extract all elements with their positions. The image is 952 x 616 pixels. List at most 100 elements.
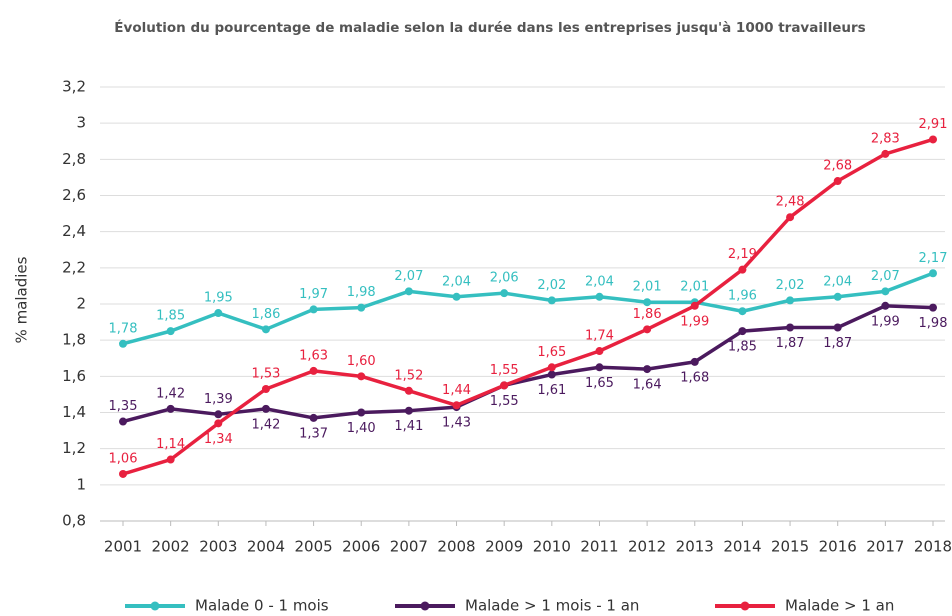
x-tick-label: 2004 — [247, 538, 285, 556]
data-label: 1,85 — [156, 309, 185, 324]
data-label: 1,40 — [347, 421, 376, 436]
x-tick-label: 2006 — [342, 538, 380, 556]
y-tick-label: 2,6 — [62, 186, 86, 204]
data-label: 1,60 — [347, 354, 376, 369]
y-tick-label: 2,8 — [62, 150, 86, 168]
y-tick-label: 2,4 — [62, 222, 86, 240]
data-label: 1,78 — [109, 321, 138, 336]
point — [833, 292, 842, 301]
point — [881, 287, 890, 296]
y-axis-label: % maladies — [13, 256, 31, 343]
point — [404, 386, 413, 395]
point — [214, 419, 223, 428]
data-label: 2,04 — [585, 274, 614, 289]
x-tick-label: 2017 — [866, 538, 904, 556]
data-label: 1,87 — [823, 336, 852, 351]
point — [500, 289, 509, 298]
point — [357, 372, 366, 381]
data-label: 2,01 — [633, 280, 662, 295]
point — [786, 213, 795, 222]
data-label: 2,17 — [919, 251, 948, 266]
data-label: 2,83 — [871, 131, 900, 146]
data-label: 1,64 — [633, 378, 662, 393]
point — [309, 366, 318, 375]
data-label: 2,91 — [919, 117, 948, 132]
data-label: 1,85 — [728, 340, 757, 355]
data-label: 1,98 — [347, 285, 376, 300]
legend-marker — [150, 601, 160, 611]
data-label: 2,02 — [776, 278, 805, 293]
point — [500, 381, 509, 390]
legend-label: Malade > 1 mois - 1 an — [465, 597, 639, 615]
data-label: 1,55 — [490, 394, 519, 409]
point — [929, 269, 937, 278]
point — [595, 347, 604, 356]
point — [119, 339, 127, 348]
point — [119, 417, 127, 426]
point — [643, 325, 652, 334]
series-line — [122, 271, 934, 346]
point — [929, 303, 937, 312]
point — [643, 365, 652, 374]
x-tick-label: 2010 — [533, 538, 571, 556]
data-label: 1,52 — [394, 368, 423, 383]
point — [166, 404, 175, 413]
point — [833, 323, 842, 332]
data-label: 1,41 — [394, 419, 423, 434]
point — [881, 301, 890, 310]
point — [357, 408, 366, 417]
x-tick-label: 2012 — [628, 538, 666, 556]
series-line — [122, 304, 934, 424]
point — [595, 292, 604, 301]
data-label: 2,07 — [394, 269, 423, 284]
data-label: 1,99 — [680, 314, 709, 329]
y-tick-label: 3,2 — [62, 78, 86, 96]
point — [309, 305, 318, 314]
point — [738, 327, 747, 336]
point — [547, 370, 556, 379]
point — [595, 363, 604, 372]
data-label: 1,43 — [442, 416, 471, 431]
x-tick-label: 2007 — [390, 538, 428, 556]
x-tick-label: 2005 — [294, 538, 332, 556]
data-label: 1,63 — [299, 348, 328, 363]
point — [309, 413, 318, 422]
point — [119, 469, 127, 478]
legend-label: Malade > 1 an — [785, 597, 894, 615]
point — [404, 287, 413, 296]
data-label: 1,44 — [442, 383, 471, 398]
data-label: 1,74 — [585, 329, 614, 344]
data-label: 1,98 — [919, 316, 948, 331]
data-label: 1,42 — [156, 386, 185, 401]
data-label: 2,07 — [871, 269, 900, 284]
data-label: 1,97 — [299, 287, 328, 302]
data-label: 1,55 — [490, 363, 519, 378]
data-label: 1,87 — [776, 336, 805, 351]
y-tick-label: 1,6 — [62, 367, 86, 385]
data-label: 1,96 — [728, 289, 757, 304]
x-tick-label: 2001 — [104, 538, 142, 556]
point — [404, 406, 413, 415]
point — [547, 296, 556, 305]
data-label: 2,02 — [537, 278, 566, 293]
point — [214, 309, 223, 318]
data-label: 1,39 — [204, 392, 233, 407]
point — [786, 296, 795, 305]
y-tick-label: 1 — [76, 475, 86, 493]
y-tick-label: 1,4 — [62, 403, 86, 421]
point — [643, 298, 652, 307]
data-label: 2,06 — [490, 271, 519, 286]
point — [690, 357, 699, 366]
point — [738, 265, 747, 274]
point — [786, 323, 795, 332]
data-label: 1,53 — [251, 366, 280, 381]
point — [357, 303, 366, 312]
legend-label: Malade 0 - 1 mois — [195, 597, 329, 615]
data-label: 1,95 — [204, 291, 233, 306]
point — [166, 327, 175, 336]
data-label: 1,14 — [156, 437, 185, 452]
x-tick-label: 2016 — [819, 538, 857, 556]
data-label: 2,68 — [823, 159, 852, 174]
point — [452, 292, 461, 301]
y-tick-label: 2,2 — [62, 258, 86, 276]
